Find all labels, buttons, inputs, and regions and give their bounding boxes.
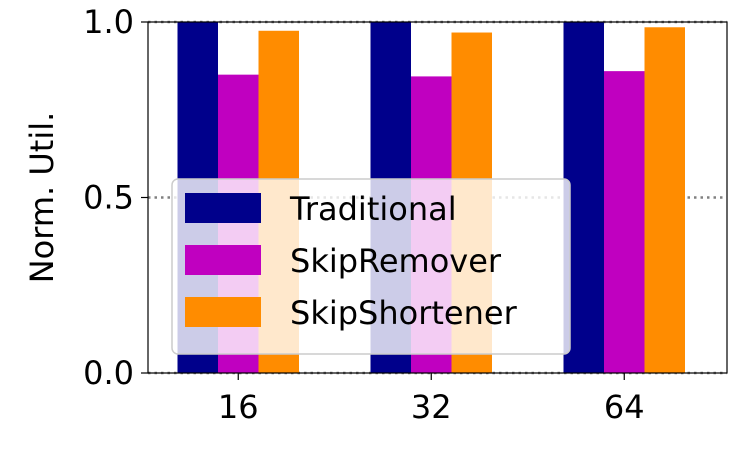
- legend-box: [171, 178, 571, 355]
- legend-swatch-skipremover: [185, 245, 261, 275]
- legend-swatch-traditional: [185, 193, 261, 223]
- legend-label-skipremover: SkipRemover: [290, 242, 502, 280]
- legend-swatch-skipshortener: [185, 297, 261, 327]
- x-tick-label-64: 64: [604, 388, 645, 426]
- x-tick-label-16: 16: [218, 388, 259, 426]
- legend: Traditional SkipRemover SkipShortener: [171, 178, 571, 355]
- bar-skipshortener-64: [644, 27, 685, 373]
- legend-label-traditional: Traditional: [289, 190, 457, 228]
- y-tick-label-2: 1.0: [83, 3, 134, 41]
- y-axis-ticks: 0.0 0.5 1.0: [83, 3, 148, 392]
- y-tick-label-0: 0.0: [83, 354, 134, 392]
- y-tick-label-1: 0.5: [83, 179, 134, 217]
- legend-label-skipshortener: SkipShortener: [290, 294, 518, 332]
- y-axis-label: Norm. Util.: [23, 112, 61, 284]
- bar-skipremover-64: [604, 71, 645, 373]
- x-tick-label-32: 32: [411, 388, 452, 426]
- x-axis-ticks: 16 32 64: [218, 373, 645, 426]
